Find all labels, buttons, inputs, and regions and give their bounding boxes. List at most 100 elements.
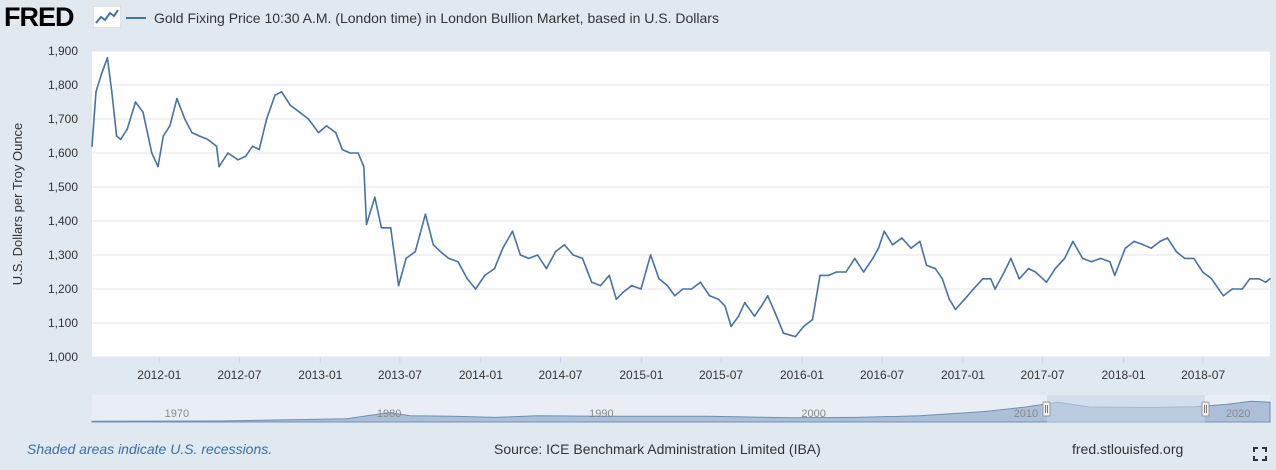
data-point (1258, 278, 1260, 280)
data-point (599, 284, 602, 287)
data-point (1072, 240, 1074, 243)
x-tick-label: 2015-01 (619, 368, 663, 382)
data-point (1142, 244, 1145, 246)
data-point (835, 271, 838, 273)
y-tick-label: 1,800 (48, 78, 78, 92)
data-point (95, 91, 97, 93)
navigator-left-handle[interactable] (1042, 401, 1051, 417)
x-tick-label: 2015-07 (699, 368, 743, 382)
fred-logo[interactable]: FRED (4, 2, 74, 32)
data-point (925, 264, 928, 267)
data-point (157, 165, 159, 168)
grid-lines (92, 50, 1270, 358)
recession-note[interactable]: Shaded areas indicate U.S. recessions. (27, 441, 273, 457)
data-point (251, 145, 254, 147)
data-point (1210, 278, 1213, 280)
data-point (389, 227, 392, 229)
data-point (563, 244, 566, 246)
chart-line-icon (93, 6, 121, 28)
y-tick-label: 1,500 (48, 180, 78, 194)
x-tick-label: 2013-07 (378, 368, 422, 382)
data-point (1113, 274, 1116, 277)
data-point (994, 288, 996, 290)
data-point (794, 335, 797, 338)
y-tick-label: 1,700 (48, 112, 78, 126)
data-point (753, 315, 756, 318)
data-point (872, 257, 874, 260)
y-tick-label: 1,900 (48, 44, 78, 58)
legend-label: Gold Fixing Price 10:30 A.M. (London tim… (154, 10, 719, 26)
data-point (730, 325, 732, 328)
y-tick-label: 1,300 (48, 248, 78, 262)
data-point (782, 332, 785, 335)
site-link[interactable]: fred.stlouisfed.org (1072, 441, 1184, 457)
data-point (374, 196, 376, 198)
data-point (244, 155, 247, 158)
navigator-label: 1990 (589, 408, 613, 420)
data-point (325, 125, 328, 127)
data-point (334, 131, 337, 134)
data-point (447, 257, 450, 260)
x-tick-label: 2017-07 (1021, 368, 1065, 382)
data-point (317, 131, 320, 134)
data-point (100, 74, 102, 76)
data-point (1166, 237, 1169, 239)
data-point (545, 267, 548, 270)
data-point (363, 165, 365, 168)
data-point (280, 91, 283, 93)
data-point (126, 128, 128, 130)
data-point (289, 104, 292, 107)
data-point (989, 278, 992, 280)
range-navigator[interactable]: 1970 1980 1990 2000 2010 2020 (91, 395, 1271, 423)
data-point (341, 148, 344, 151)
data-point (215, 145, 218, 147)
x-tick-label: 2012-01 (137, 368, 181, 382)
x-tick-label: 2018-07 (1181, 368, 1225, 382)
data-point (1249, 278, 1251, 280)
data-point (948, 298, 951, 301)
navigator-label: 1970 (165, 408, 189, 420)
chart-header: FRED Gold Fixing Price 10:30 A.M. (Londo… (0, 0, 1276, 36)
navigator-right-handle[interactable] (1201, 401, 1210, 417)
data-point (237, 159, 239, 161)
data-point (883, 230, 885, 232)
data-point (536, 254, 539, 256)
data-point (1063, 257, 1066, 260)
data-point (397, 284, 400, 287)
fullscreen-icon[interactable] (1253, 447, 1267, 461)
data-point (622, 291, 624, 294)
x-tick-label: 2016-07 (860, 368, 904, 382)
data-point (111, 91, 113, 93)
data-point (511, 230, 514, 232)
y-tick-label: 1,100 (48, 316, 78, 330)
legend-entry[interactable]: Gold Fixing Price 10:30 A.M. (London tim… (126, 8, 719, 28)
data-point (1175, 250, 1178, 253)
data-point (349, 152, 352, 154)
data-point (439, 250, 442, 253)
data-point (457, 261, 459, 263)
source-note: Source: ICE Benchmark Administration Lim… (494, 441, 821, 457)
y-tick-label: 1,200 (48, 282, 78, 296)
x-tick-label: 2017-01 (941, 368, 985, 382)
data-point (365, 223, 368, 226)
data-point (608, 274, 611, 277)
series-line[interactable] (91, 57, 1271, 338)
data-point (682, 288, 684, 290)
data-point (1034, 271, 1037, 273)
y-tick-label: 1,600 (48, 146, 78, 160)
data-point (357, 152, 359, 154)
data-point (649, 254, 652, 256)
data-point (666, 284, 669, 287)
data-point (106, 57, 109, 59)
data-point (191, 131, 193, 134)
data-point (845, 271, 847, 273)
data-point (298, 111, 301, 113)
data-point (1054, 267, 1057, 270)
navigator-selection[interactable] (1047, 395, 1205, 423)
data-point (474, 288, 477, 290)
data-point (142, 111, 144, 113)
data-point (615, 298, 618, 301)
data-point (1010, 257, 1012, 260)
data-point (519, 254, 522, 256)
